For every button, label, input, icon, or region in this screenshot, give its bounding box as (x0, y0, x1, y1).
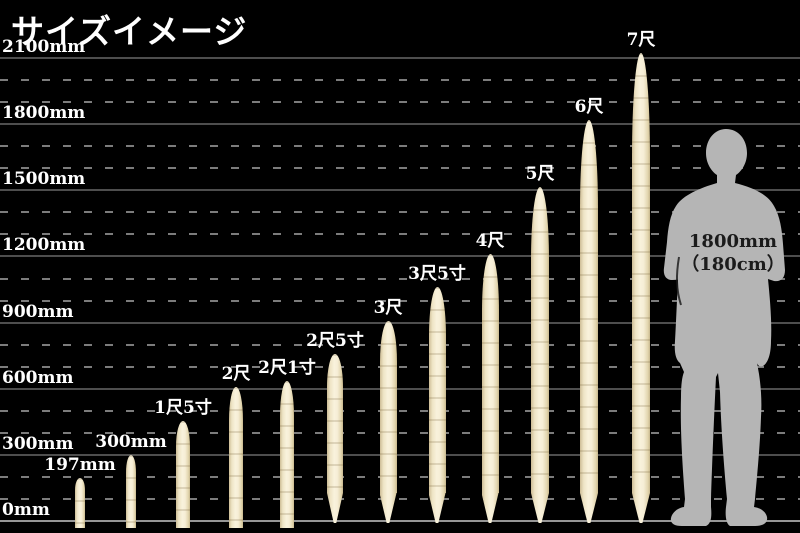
bar-label: 4尺 (475, 230, 505, 251)
baseline-0mm (0, 520, 800, 522)
gridline-major (0, 387, 800, 390)
stake-bar-body (229, 387, 243, 528)
gridline-minor (0, 101, 800, 104)
bar-label: 2尺5寸 (306, 330, 364, 351)
bar-label: 3尺5寸 (408, 264, 466, 285)
stake-bar (531, 187, 549, 523)
y-axis-tick-label: 1500mm (2, 169, 86, 190)
bar-label: 3尺 (373, 297, 403, 318)
stake-bar-body (428, 287, 446, 493)
stake-bar-body (75, 477, 85, 528)
stake-bar-pointed-tip (481, 492, 499, 523)
stake-bar-pointed-tip (428, 492, 446, 523)
gridline-minor (0, 431, 800, 434)
gridline-minor (0, 299, 800, 302)
bar-label: 1尺5寸 (154, 397, 212, 418)
gridline-minor (0, 167, 800, 170)
stake-bar (632, 53, 650, 523)
stake-bar (176, 420, 190, 528)
bar-label: 7尺 (626, 30, 656, 51)
y-axis-tick-label: 1800mm (2, 103, 86, 124)
stake-bar (580, 120, 598, 523)
stake-bar (379, 320, 397, 523)
y-axis-tick-label: 900mm (2, 301, 74, 322)
stake-bar (428, 287, 446, 523)
stake-bar-body (531, 187, 549, 493)
gridline-major (0, 57, 800, 59)
stake-bar-body (327, 353, 343, 493)
gridline-minor (0, 233, 800, 236)
stake-bar-body (176, 420, 190, 528)
stake-bar-pointed-tip (632, 492, 650, 523)
stake-bar-pointed-tip (379, 492, 397, 523)
y-axis-tick-label: 300mm (2, 433, 74, 454)
gridline-minor (0, 475, 800, 478)
stake-bar (75, 477, 85, 528)
gridline-minor (0, 498, 800, 500)
y-axis-tick-label: 1200mm (2, 235, 86, 256)
stake-bar-body (379, 320, 397, 493)
arm-body-gap-line (675, 256, 682, 306)
gridline-minor (0, 365, 800, 368)
y-axis-tick-label: 2100mm (2, 37, 86, 57)
bar-label: 300mm (95, 431, 167, 452)
stake-bar (229, 387, 243, 528)
stake-bar-body (481, 253, 499, 493)
stake-bar (327, 353, 343, 523)
stake-bar-body (280, 380, 294, 528)
silhouette-height-label: 1800mm （180cm） (681, 230, 785, 276)
stake-bar-body (126, 454, 136, 528)
page-title: サイズイメージ (11, 12, 248, 51)
bar-label: 2尺 (221, 364, 251, 385)
bar-label: 197mm (44, 454, 116, 475)
stake-bar-body (580, 120, 598, 493)
stake-bar-body (632, 53, 650, 493)
silhouette-height-cm: （180cm） (681, 254, 785, 275)
gridline-major (0, 123, 800, 126)
gridline-minor (0, 145, 800, 148)
bar-label: 6尺 (574, 97, 604, 118)
stake-bar-pointed-tip (531, 493, 549, 523)
stake-bar (126, 454, 136, 528)
stake-bar (481, 253, 499, 523)
gridline-minor (0, 409, 800, 412)
bar-label: 2尺1寸 (258, 357, 316, 378)
gridline-minor (0, 79, 800, 81)
y-axis-tick-label: 600mm (2, 367, 74, 388)
bar-label: 5尺 (525, 164, 555, 184)
gridline-major (0, 453, 800, 456)
human-silhouette (663, 129, 785, 526)
gridline-minor (0, 277, 800, 280)
y-axis-tick-label: 0mm (2, 500, 50, 520)
gridline-major (0, 321, 800, 324)
gridline-major (0, 255, 800, 258)
gridline-minor (0, 343, 800, 346)
stake-bar (280, 380, 294, 528)
silhouette-height-mm: 1800mm (688, 231, 778, 252)
stake-bar-pointed-tip (327, 492, 343, 523)
gridline-major (0, 189, 800, 192)
gridline-minor (0, 211, 800, 214)
stake-bar-pointed-tip (580, 492, 598, 523)
